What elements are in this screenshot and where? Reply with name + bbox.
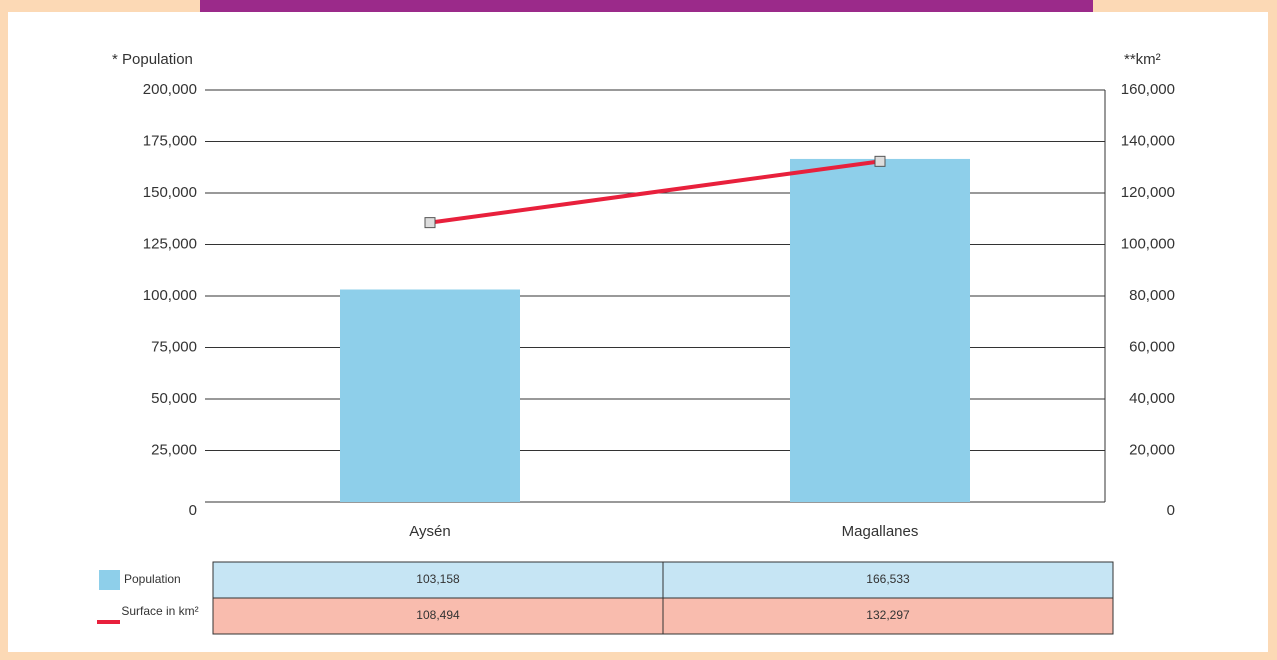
y-tick-label: 175,000 (143, 132, 197, 149)
y2-tick-label: 100,000 (1121, 235, 1175, 252)
bar (790, 158, 970, 502)
bar (340, 289, 520, 502)
table-cell: 132,297 (866, 608, 910, 622)
y2-tick-label: 80,000 (1129, 287, 1175, 304)
y2-tick-label: 0 (1167, 502, 1175, 519)
y-tick-label: 50,000 (151, 390, 197, 407)
y2-tick-label: 140,000 (1121, 132, 1175, 149)
panel (8, 12, 1268, 652)
y2-tick-label: 120,000 (1121, 184, 1175, 201)
x-tick-label: Magallanes (842, 523, 919, 540)
y-tick-label: 150,000 (143, 184, 197, 201)
table-cell: 108,494 (416, 608, 460, 622)
y-tick-label: 200,000 (143, 81, 197, 98)
x-tick-label: Aysén (409, 523, 450, 540)
table-cell: 166,533 (866, 572, 910, 586)
y-tick-label: 25,000 (151, 441, 197, 458)
y-tick-label: 0 (189, 502, 197, 519)
y2-tick-label: 20,000 (1129, 441, 1175, 458)
y2-tick-label: 160,000 (1121, 81, 1175, 98)
legend-label: Population (124, 572, 181, 586)
y-axis-label: * Population (112, 51, 193, 68)
y-tick-label: 125,000 (143, 235, 197, 252)
y2-tick-label: 40,000 (1129, 390, 1175, 407)
table-cell: 103,158 (416, 572, 460, 586)
top-bar (200, 0, 1093, 12)
legend-swatch (99, 570, 120, 590)
y2-tick-label: 60,000 (1129, 338, 1175, 355)
y-tick-label: 100,000 (143, 287, 197, 304)
legend-label: Surface in km² (121, 604, 199, 618)
y2-axis-label: **km² (1124, 51, 1161, 68)
y-tick-label: 75,000 (151, 338, 197, 355)
marker (874, 155, 886, 167)
line (429, 159, 881, 225)
marker (424, 217, 436, 229)
